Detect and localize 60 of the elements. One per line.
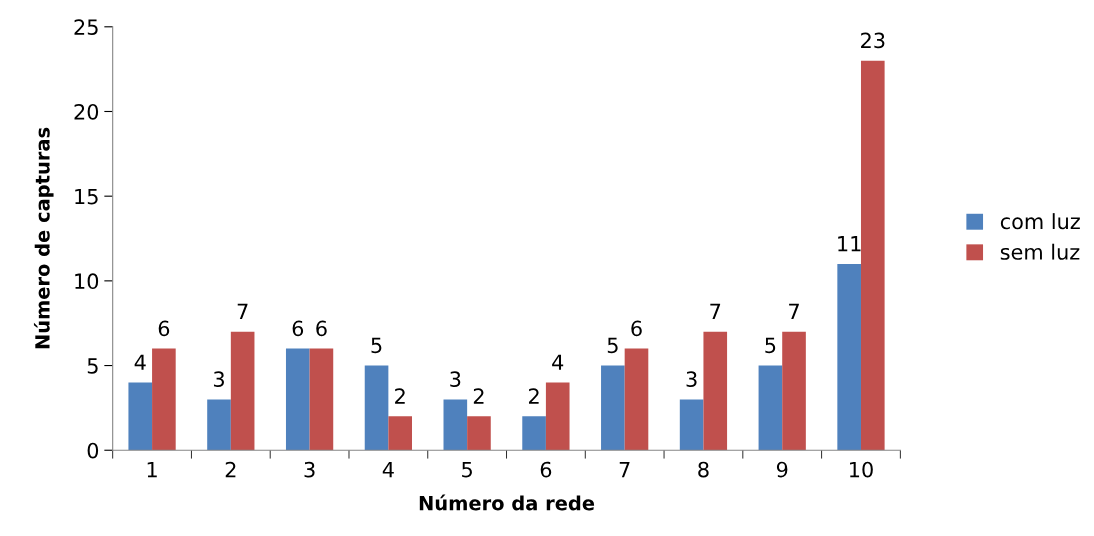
x-tick-label: 5 bbox=[462, 461, 472, 478]
bar bbox=[230, 331, 255, 451]
data-label: 7 bbox=[710, 303, 721, 320]
data-label: 6 bbox=[631, 320, 642, 337]
bar bbox=[207, 399, 231, 451]
bar bbox=[285, 348, 310, 451]
x-tick-label: 7 bbox=[619, 461, 630, 478]
y-tick-label: 15 bbox=[75, 188, 98, 205]
y-tick-label: 20 bbox=[74, 103, 99, 120]
data-label: 5 bbox=[765, 337, 776, 354]
data-label: 3 bbox=[213, 371, 224, 388]
x-tick-label: 10 bbox=[850, 461, 873, 478]
bar bbox=[152, 348, 176, 451]
y-tick-label: 5 bbox=[87, 358, 98, 374]
data-label: 3 bbox=[686, 371, 697, 388]
bar bbox=[782, 331, 806, 451]
legend-label: com luz bbox=[1000, 213, 1080, 230]
bar bbox=[758, 365, 783, 451]
data-label: 6 bbox=[316, 320, 327, 337]
x-tick-label: 3 bbox=[304, 461, 315, 478]
bar bbox=[860, 60, 885, 451]
data-label: 3 bbox=[450, 371, 461, 388]
data-label: 2 bbox=[528, 388, 539, 404]
data-label: 6 bbox=[292, 320, 304, 337]
data-label: 2 bbox=[473, 388, 484, 404]
bar bbox=[522, 416, 546, 451]
bar bbox=[624, 348, 649, 451]
bar bbox=[837, 263, 861, 451]
bar bbox=[601, 365, 625, 451]
y-tick-label: 10 bbox=[75, 273, 99, 290]
data-label: 11 bbox=[838, 236, 861, 252]
legend-label: sem luz bbox=[1000, 243, 1080, 260]
x-tick-label: 9 bbox=[776, 461, 788, 478]
bar bbox=[467, 416, 491, 451]
x-tick-label: 4 bbox=[382, 461, 394, 478]
data-label: 4 bbox=[134, 354, 146, 370]
bar bbox=[545, 382, 570, 451]
data-label: 7 bbox=[789, 303, 799, 320]
x-tick-label: 8 bbox=[698, 461, 709, 478]
data-label: 7 bbox=[237, 303, 248, 320]
x-tick-label: 6 bbox=[540, 461, 552, 478]
y-tick-label: 25 bbox=[74, 19, 98, 36]
data-label: 6 bbox=[158, 320, 170, 337]
data-label: 2 bbox=[395, 388, 405, 404]
x-axis-title: Número da rede bbox=[419, 494, 595, 511]
data-label: 4 bbox=[552, 354, 564, 370]
bar bbox=[388, 416, 412, 451]
x-tick-label: 2 bbox=[225, 461, 236, 478]
data-label: 5 bbox=[607, 337, 618, 354]
bar bbox=[364, 365, 389, 451]
x-tick-label: 1 bbox=[147, 461, 157, 478]
bar bbox=[679, 399, 704, 451]
bar bbox=[309, 348, 334, 451]
data-label: 23 bbox=[861, 32, 885, 49]
bar bbox=[703, 331, 728, 451]
data-label: 5 bbox=[371, 337, 382, 354]
y-tick-label: 0 bbox=[87, 442, 99, 459]
bar bbox=[443, 399, 468, 451]
y-axis-title: Número de capturas bbox=[33, 127, 54, 349]
bar bbox=[128, 382, 153, 451]
